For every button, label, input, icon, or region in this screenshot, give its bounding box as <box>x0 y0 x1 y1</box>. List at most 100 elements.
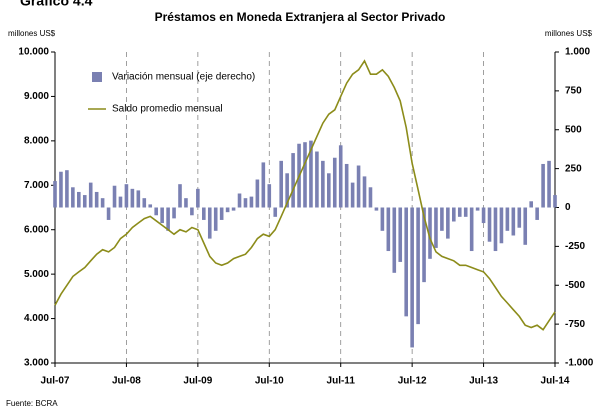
y-tick-label: 7.000 <box>24 180 49 191</box>
bar <box>344 163 349 208</box>
bar <box>142 198 147 208</box>
bar <box>398 207 403 262</box>
line <box>54 59 556 331</box>
bar <box>332 157 337 208</box>
bar <box>386 207 391 252</box>
bar <box>487 207 492 242</box>
bar <box>505 207 510 231</box>
bar <box>166 207 170 231</box>
y-tick-label: 4.000 <box>24 313 49 324</box>
bar <box>202 207 206 220</box>
bar <box>392 207 397 273</box>
x-tick-label: Jul-09 <box>183 376 212 387</box>
bar <box>249 196 254 208</box>
bar <box>88 182 93 208</box>
bar <box>368 187 373 208</box>
bar <box>106 207 111 220</box>
bar <box>237 193 242 208</box>
bar <box>207 207 212 239</box>
bar <box>273 207 278 217</box>
bar <box>255 179 260 208</box>
bar <box>315 151 319 208</box>
y2-tick-label: 1.000 <box>565 47 590 58</box>
bar <box>77 191 81 208</box>
bar <box>535 207 539 220</box>
y-tick-label: 5.000 <box>24 269 49 280</box>
y-tick-label: 8.000 <box>24 135 49 146</box>
bar <box>380 207 385 231</box>
x-tick-label: Jul-10 <box>255 376 284 387</box>
bar <box>529 201 533 208</box>
bar <box>130 188 135 208</box>
bar <box>523 207 528 245</box>
bar <box>190 207 194 216</box>
heading: Gráfico 4.4 <box>20 0 93 9</box>
bar <box>404 207 408 317</box>
bar <box>553 195 557 208</box>
bar <box>541 163 545 208</box>
bar <box>82 195 87 208</box>
x-tick-label: Jul-12 <box>398 376 427 387</box>
bar <box>350 182 355 208</box>
bar <box>374 207 379 211</box>
bar <box>469 207 474 252</box>
bar <box>136 190 141 208</box>
bar <box>53 181 57 208</box>
bar <box>59 171 63 208</box>
bar <box>416 207 420 325</box>
bar <box>434 207 438 248</box>
y2-tick-label: 0 <box>565 202 571 213</box>
bar <box>547 160 551 208</box>
x-tick-label: Jul-08 <box>112 376 141 387</box>
bar <box>184 198 188 208</box>
y2-axis-label: millones US$ <box>545 29 593 38</box>
x-tick-label: Jul-07 <box>41 376 70 387</box>
y2-tick-label: -500 <box>565 280 585 291</box>
bar <box>457 207 462 217</box>
bar <box>124 184 129 208</box>
bar <box>231 207 236 211</box>
y-tick-label: 3.000 <box>24 358 49 369</box>
bar <box>148 204 153 208</box>
bar <box>100 198 105 208</box>
bar <box>499 207 504 244</box>
legend-label: Saldo promedio mensual <box>112 104 223 115</box>
bar <box>71 187 75 208</box>
bar <box>112 185 117 208</box>
bar <box>225 207 230 213</box>
bar <box>291 153 295 208</box>
bar <box>446 207 450 239</box>
y2-tick-label: -1.000 <box>565 358 594 369</box>
legend-label: Variación mensual (eje derecho) <box>112 72 255 83</box>
bar <box>309 140 313 208</box>
y2-tick-label: 750 <box>565 86 582 97</box>
x-tick-label: Jul-13 <box>469 376 498 387</box>
bar <box>154 207 158 216</box>
y-tick-label: 9.000 <box>24 91 49 102</box>
bar <box>213 207 218 231</box>
y-tick-label: 6.000 <box>24 224 49 235</box>
bar <box>172 207 176 219</box>
bar <box>65 170 69 208</box>
bar <box>196 188 200 208</box>
bar <box>94 191 99 208</box>
y-tick-label: 10.000 <box>18 47 49 58</box>
bar <box>428 207 432 259</box>
bar <box>267 184 272 208</box>
bar <box>440 207 444 231</box>
bar <box>463 207 468 217</box>
bar <box>285 173 289 208</box>
y-axis-label: millones US$ <box>8 29 56 38</box>
bar <box>160 207 164 224</box>
y2-tick-label: -750 <box>565 319 585 330</box>
bar <box>517 207 522 228</box>
bar <box>511 207 516 236</box>
y2-tick-label: 500 <box>565 124 582 135</box>
source: Fuente: BCRA <box>6 399 58 408</box>
x-tick-label: Jul-14 <box>541 376 570 387</box>
legend-swatch <box>92 72 102 82</box>
y2-tick-label: 250 <box>565 163 582 174</box>
bar <box>410 207 414 348</box>
x-tick-label: Jul-11 <box>327 376 356 387</box>
